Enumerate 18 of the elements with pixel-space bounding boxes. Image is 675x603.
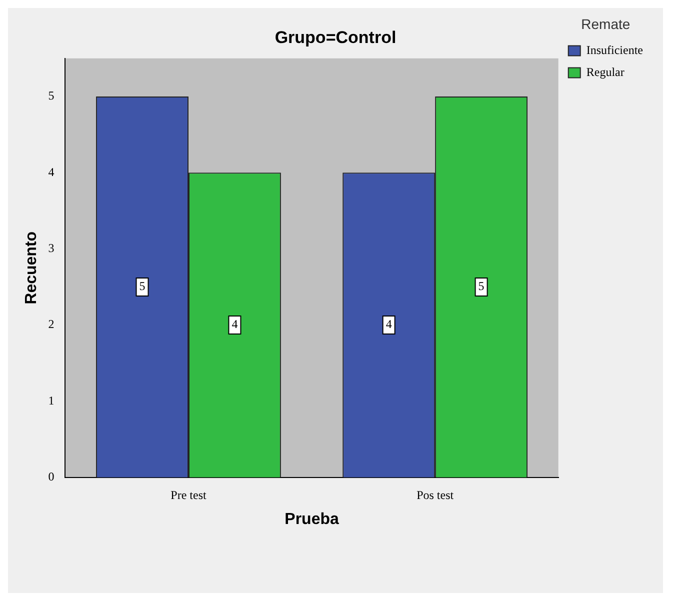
data-label: 5 xyxy=(139,279,146,294)
chart-title: Grupo=Control xyxy=(274,28,396,47)
y-tick-label: 0 xyxy=(48,470,54,484)
x-tick-label: Pos test xyxy=(416,488,454,502)
y-axis-title: Recuento xyxy=(23,231,40,304)
y-tick-label: 4 xyxy=(48,164,54,179)
legend-title: Remate xyxy=(581,16,630,32)
legend-label: Regular xyxy=(586,64,624,79)
data-label: 5 xyxy=(478,279,484,294)
legend-label: Insuficiente xyxy=(586,42,644,57)
data-label: 4 xyxy=(386,317,392,332)
y-tick-label: 5 xyxy=(48,88,54,103)
data-label: 4 xyxy=(232,317,238,332)
y-tick-label: 3 xyxy=(48,241,54,256)
y-tick-label: 1 xyxy=(48,393,54,408)
y-tick-label: 2 xyxy=(48,317,54,332)
x-tick-label: Pre test xyxy=(170,488,207,502)
x-axis-title: Prueba xyxy=(284,510,339,528)
